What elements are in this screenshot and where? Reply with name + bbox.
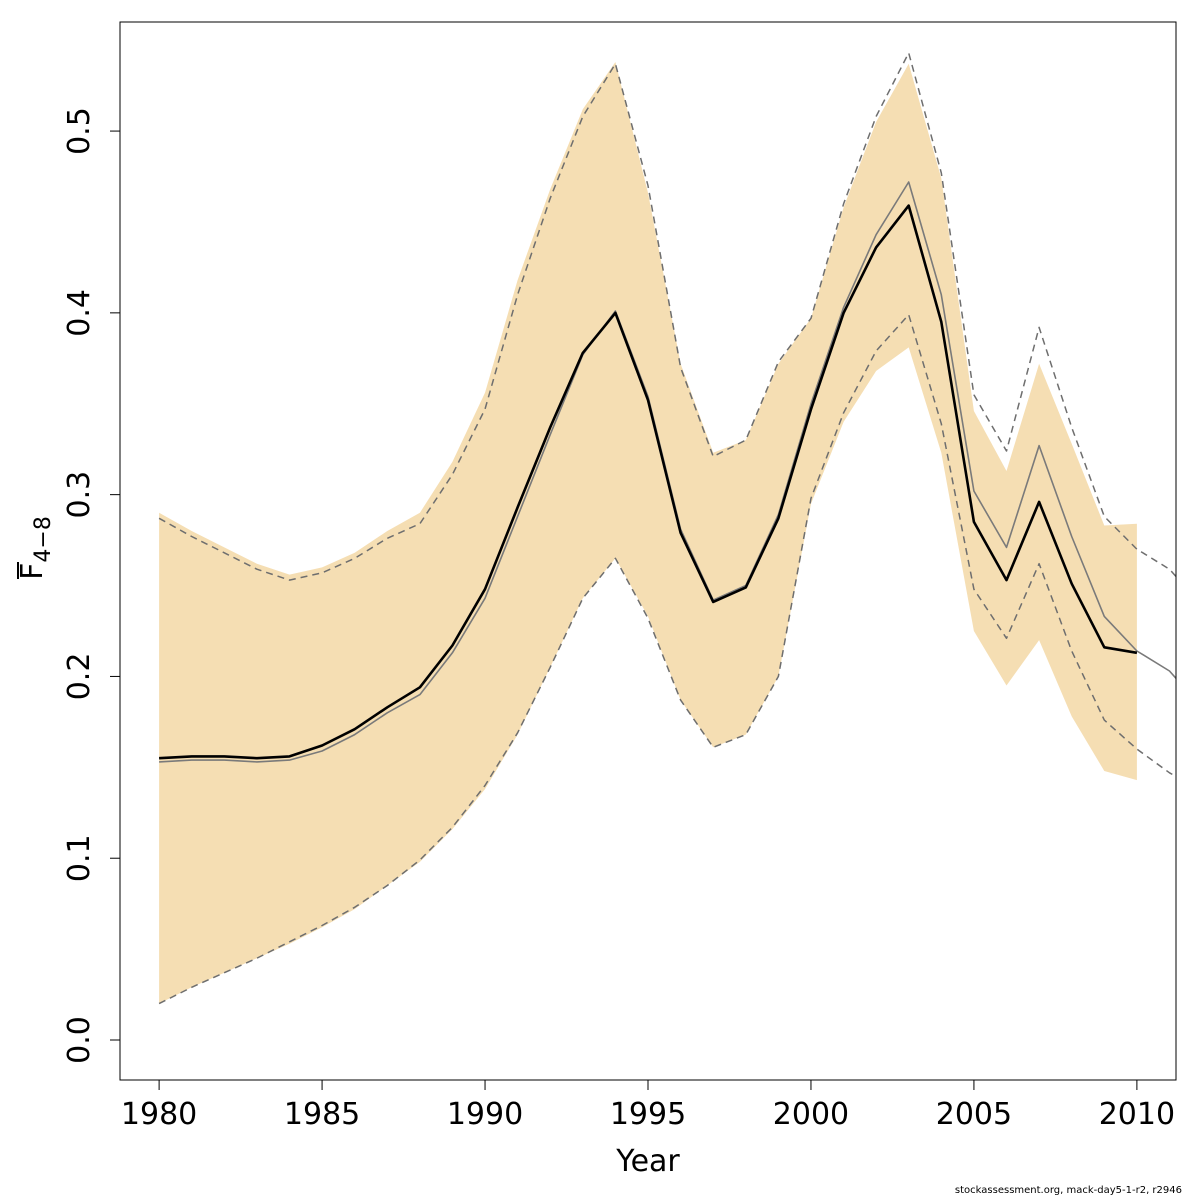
svg-text:F4−8: F4−8 [15,516,56,580]
y-tick-label: 0.4 [62,289,97,337]
y-axis: 0.0 0.1 0.2 0.3 0.4 0.5 [62,107,121,1064]
x-tick-label: 1985 [284,1097,360,1132]
series-lines-layer [158,52,1176,1005]
x-tick-label: 1995 [610,1097,686,1132]
y-axis-title-sub: 4−8 [31,516,56,562]
previous-lower-ci-line [158,313,1176,1005]
y-tick-label: 0.1 [62,834,97,882]
y-axis-title-main: F [15,563,50,580]
x-tick-label: 1990 [447,1097,523,1132]
y-tick-label: 0.0 [62,1016,97,1064]
x-axis-title: Year [615,1144,680,1179]
x-axis: 1980 1985 1990 1995 2000 2005 2010 [121,1079,1175,1132]
y-tick-label: 0.2 [62,653,97,701]
confidence-band-layer [159,62,1137,1004]
y-tick-label: 0.5 [62,107,97,155]
x-tick-label: 2010 [1099,1097,1175,1132]
previous-upper-ci-line [158,52,1176,581]
confidence-band [159,62,1137,1004]
x-tick-label: 2000 [773,1097,849,1132]
estimate-line [159,204,1138,760]
footer-note: stockassessment.org, mack-day5-1-r2, r29… [954,1185,1182,1196]
x-tick-label: 2005 [936,1097,1012,1132]
y-axis-title: F4−8 [15,516,56,580]
y-tick-label: 0.3 [62,471,97,519]
x-tick-label: 1980 [121,1097,197,1132]
